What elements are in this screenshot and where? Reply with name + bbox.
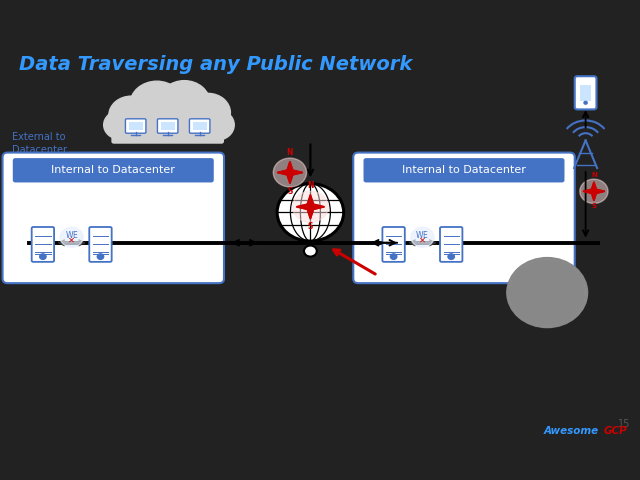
FancyBboxPatch shape (32, 227, 54, 262)
Circle shape (109, 96, 154, 135)
Text: N: N (591, 172, 597, 178)
Text: ✕: ✕ (419, 236, 426, 245)
Text: S: S (308, 222, 313, 231)
Text: ✕: ✕ (68, 236, 75, 245)
Text: S: S (287, 187, 292, 196)
FancyBboxPatch shape (353, 153, 575, 283)
FancyBboxPatch shape (125, 119, 146, 133)
Text: S: S (591, 204, 596, 209)
FancyBboxPatch shape (111, 120, 224, 144)
Polygon shape (277, 161, 303, 183)
Circle shape (277, 183, 344, 241)
Bar (193, 122, 207, 131)
Circle shape (159, 81, 210, 125)
Circle shape (97, 254, 104, 259)
Polygon shape (296, 194, 324, 219)
Circle shape (292, 192, 328, 222)
Circle shape (580, 179, 608, 204)
Circle shape (411, 227, 434, 247)
Circle shape (198, 109, 234, 140)
Circle shape (390, 254, 397, 259)
Circle shape (104, 110, 137, 139)
Text: E: E (72, 230, 77, 240)
Text: N: N (307, 181, 314, 190)
Polygon shape (583, 182, 605, 201)
Text: External to
Datacenter: External to Datacenter (12, 132, 67, 156)
Bar (580, 85, 591, 100)
FancyBboxPatch shape (382, 227, 404, 262)
Text: Data Traversing any Public Network: Data Traversing any Public Network (19, 55, 413, 73)
Polygon shape (296, 194, 324, 219)
FancyBboxPatch shape (575, 76, 596, 109)
Bar (161, 122, 175, 131)
Text: N: N (287, 148, 293, 157)
Text: Internal to Datacenter: Internal to Datacenter (51, 165, 175, 175)
FancyBboxPatch shape (189, 119, 210, 133)
FancyBboxPatch shape (13, 158, 214, 182)
Polygon shape (583, 182, 605, 201)
Circle shape (509, 259, 586, 326)
FancyBboxPatch shape (364, 158, 564, 182)
FancyBboxPatch shape (440, 227, 462, 262)
FancyBboxPatch shape (157, 119, 178, 133)
Circle shape (186, 94, 230, 132)
Circle shape (584, 101, 588, 104)
FancyBboxPatch shape (90, 227, 112, 262)
Circle shape (40, 254, 46, 259)
FancyBboxPatch shape (3, 153, 224, 283)
Circle shape (273, 158, 307, 187)
Text: W: W (416, 230, 424, 240)
Circle shape (304, 246, 317, 257)
Text: E: E (422, 230, 428, 240)
Text: Awesome: Awesome (543, 426, 598, 436)
Text: Internal to Datacenter: Internal to Datacenter (402, 165, 526, 175)
Text: 15: 15 (618, 419, 630, 429)
Circle shape (130, 81, 184, 128)
Bar (129, 122, 143, 131)
Text: W: W (65, 230, 73, 240)
Circle shape (508, 258, 587, 327)
Circle shape (60, 227, 83, 247)
Polygon shape (277, 161, 303, 183)
Circle shape (448, 254, 454, 259)
Text: GCP: GCP (604, 426, 627, 436)
